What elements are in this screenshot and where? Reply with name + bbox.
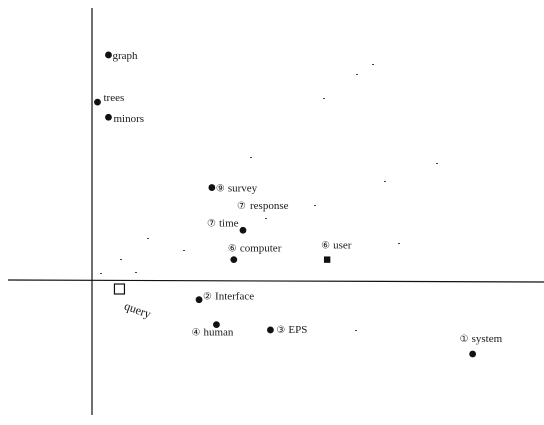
point-label-user: user [333, 240, 352, 252]
point-marker-graph [105, 51, 112, 59]
x-axis [7, 279, 544, 283]
point-marker-interface [195, 296, 203, 304]
point-prefix-computer: ⑥ [228, 244, 237, 255]
point-prefix-interface: ② [203, 292, 212, 303]
point-label-minors: minors [113, 113, 144, 125]
point-label-trees: trees [103, 92, 124, 104]
point-prefix-user: ⑥ [321, 241, 330, 252]
point-marker-trees [94, 98, 101, 106]
point-marker-time [239, 226, 247, 234]
point-label-interface: Interface [215, 291, 254, 303]
point-prefix-system: ① [460, 334, 469, 345]
point-label-graph: graph [112, 50, 138, 62]
point-prefix-survey: ⑨ [216, 184, 225, 195]
point-label-survey: survey [228, 183, 258, 195]
response-label: ⑦ response [237, 200, 289, 212]
point-prefix-time: ⑦ [207, 218, 216, 229]
point-label-time: time [219, 217, 239, 229]
point-label-computer: computer [240, 243, 282, 255]
axes [7, 8, 544, 415]
point-marker-minors [105, 113, 112, 121]
point-prefix-eps: ③ [276, 325, 285, 336]
point-marker-survey [208, 184, 216, 191]
query-marker [113, 283, 126, 295]
point-marker-system [469, 350, 477, 358]
point-marker-user [323, 256, 331, 263]
response-text: response [250, 200, 289, 212]
point-label-system: system [472, 333, 503, 345]
response-prefix: ⑦ [237, 201, 246, 212]
point-prefix-human: ④ [191, 328, 200, 339]
scan-specks [100, 64, 438, 331]
point-label-human: human [203, 327, 233, 339]
point-marker-human [213, 321, 220, 329]
point-marker-eps [267, 326, 274, 334]
point-marker-computer [230, 256, 238, 264]
point-label-eps: EPS [288, 324, 307, 336]
query-label: query [122, 299, 152, 322]
